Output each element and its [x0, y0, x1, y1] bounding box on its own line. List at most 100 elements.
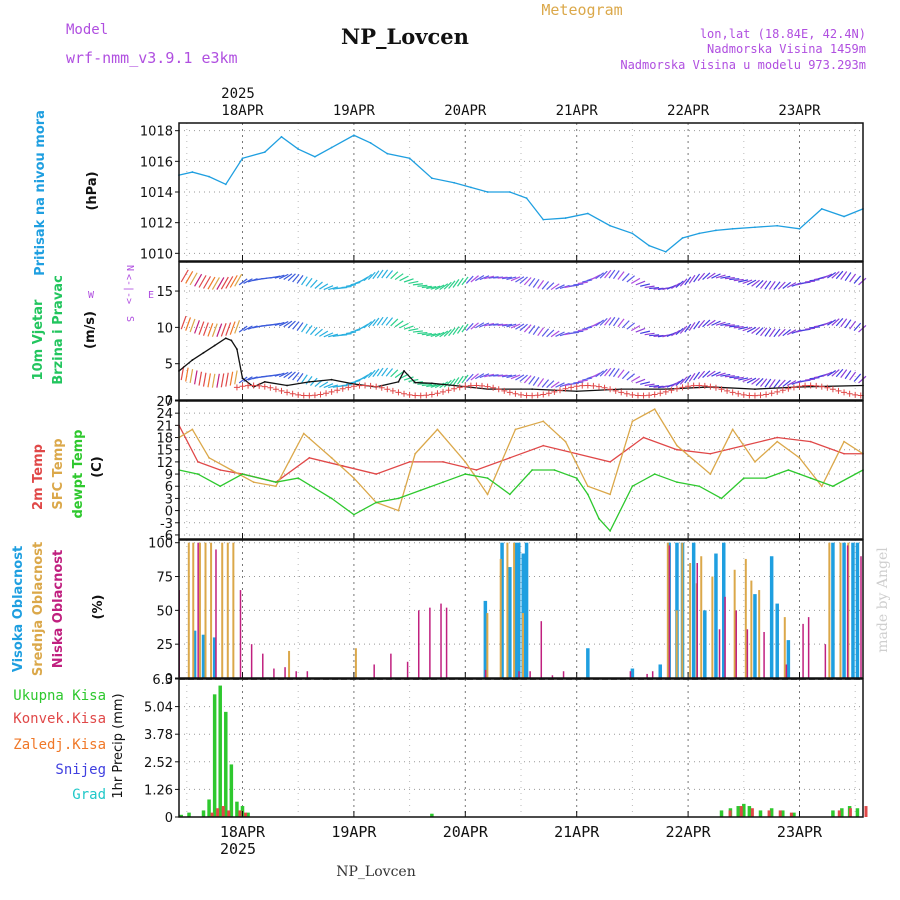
wind-arrow: [426, 384, 437, 388]
bar: [778, 810, 782, 817]
series-point: [419, 489, 422, 492]
series-point: [676, 448, 678, 451]
y-tick-label: 6: [165, 480, 173, 495]
wind-arrow: [697, 370, 706, 380]
wind-arrow: [301, 276, 308, 286]
wind-arrow: [479, 373, 490, 379]
gust-marker: [668, 387, 675, 394]
wind-arrow: [372, 368, 380, 378]
wind-arrow: [555, 284, 565, 290]
gust-marker: [724, 387, 731, 394]
bar: [207, 799, 211, 817]
bar: [767, 810, 771, 817]
series-point: [754, 460, 756, 463]
wind-arrow: [635, 280, 646, 286]
wind-arrow: [243, 325, 253, 332]
wind-title-2: Brzina i Pravac: [51, 275, 66, 385]
series-point: [464, 460, 467, 463]
series-point: [843, 440, 845, 443]
bar: [724, 596, 726, 678]
series-point: [486, 191, 489, 193]
altitude-label: Nadmorska Visina 1459m: [707, 42, 866, 56]
wind-arrow: [612, 270, 620, 280]
wind-arrow: [367, 271, 376, 280]
gust-marker: [696, 382, 703, 389]
series-point: [631, 420, 634, 423]
bar: [221, 542, 224, 678]
gust-marker: [345, 384, 352, 391]
gust-marker: [590, 382, 597, 389]
y-tick-label: 24: [156, 407, 173, 422]
wind-arrow: [764, 327, 772, 337]
wind-arrow: [573, 330, 584, 333]
lonlat-label: lon,lat (18.84E, 42.4N): [700, 27, 866, 41]
wind-arrow: [751, 377, 760, 385]
wind-arrow: [234, 370, 238, 385]
wind-arrow: [292, 321, 300, 330]
series-point: [403, 370, 405, 372]
wind-arrow: [287, 273, 296, 282]
series-point: [414, 381, 417, 384]
bar: [802, 623, 804, 678]
bar: [681, 542, 684, 678]
wind-legend-s: S: [124, 316, 135, 322]
bar: [229, 764, 234, 817]
wind-arrow: [805, 378, 816, 381]
wind-arrow: [550, 330, 560, 338]
wind-arrow: [715, 372, 726, 377]
gust-marker: [690, 382, 697, 389]
cloud-panel: 0 25 50 75 100: [148, 537, 864, 687]
wind-arrow: [198, 371, 203, 386]
wind-arrow: [484, 373, 495, 378]
series-point: [475, 469, 478, 471]
bar: [785, 664, 788, 678]
wind-arrow: [541, 379, 550, 388]
wind-arrow: [831, 271, 840, 279]
wind-arrow: [541, 328, 550, 337]
wind-arrow: [822, 320, 833, 326]
wind-arrow: [323, 332, 334, 338]
gust-marker: [462, 383, 469, 390]
wind-arrow: [840, 318, 848, 328]
y-tick-label: 0: [165, 505, 173, 520]
series-point: [230, 469, 233, 471]
gust-marker: [440, 388, 447, 395]
bar: [775, 603, 779, 678]
wind-arrow: [800, 379, 811, 383]
wind-arrow: [430, 383, 441, 388]
bar: [783, 617, 786, 678]
y-tick-label: -6: [160, 529, 173, 544]
wind-arrow: [528, 325, 536, 334]
gust-marker: [763, 391, 770, 398]
wind-arrow: [323, 285, 334, 291]
gust-marker: [456, 384, 463, 391]
gust-marker: [829, 386, 836, 393]
wind-arrow: [844, 272, 852, 282]
wind-arrow: [484, 322, 495, 327]
sfc-temp-label: SFC Temp: [51, 438, 66, 509]
gust-marker: [267, 384, 274, 391]
gust-marker: [568, 384, 575, 391]
wind-arrow: [283, 273, 293, 281]
wind-arrow: [211, 373, 216, 388]
wind-arrow: [679, 278, 688, 287]
gust-marker: [389, 387, 396, 394]
series-point: [776, 224, 779, 227]
wind-arrow: [523, 324, 532, 333]
gust-marker: [807, 382, 814, 389]
y-tick-label: 0: [165, 811, 173, 826]
wind-arrow: [626, 373, 635, 381]
top-date-label: 23APR: [778, 103, 821, 119]
wind-arrow: [470, 275, 479, 283]
gust-marker: [317, 391, 324, 398]
wind-arrow: [729, 325, 740, 328]
gust-marker: [490, 384, 497, 391]
series-point: [609, 493, 612, 496]
gust-marker: [729, 389, 736, 396]
wind-arrow: [220, 323, 227, 337]
wind-arrow: [301, 374, 308, 384]
bar: [668, 545, 671, 678]
wind-arrow: [452, 377, 460, 386]
wind-arrow: [238, 278, 248, 286]
series-point: [397, 509, 400, 512]
